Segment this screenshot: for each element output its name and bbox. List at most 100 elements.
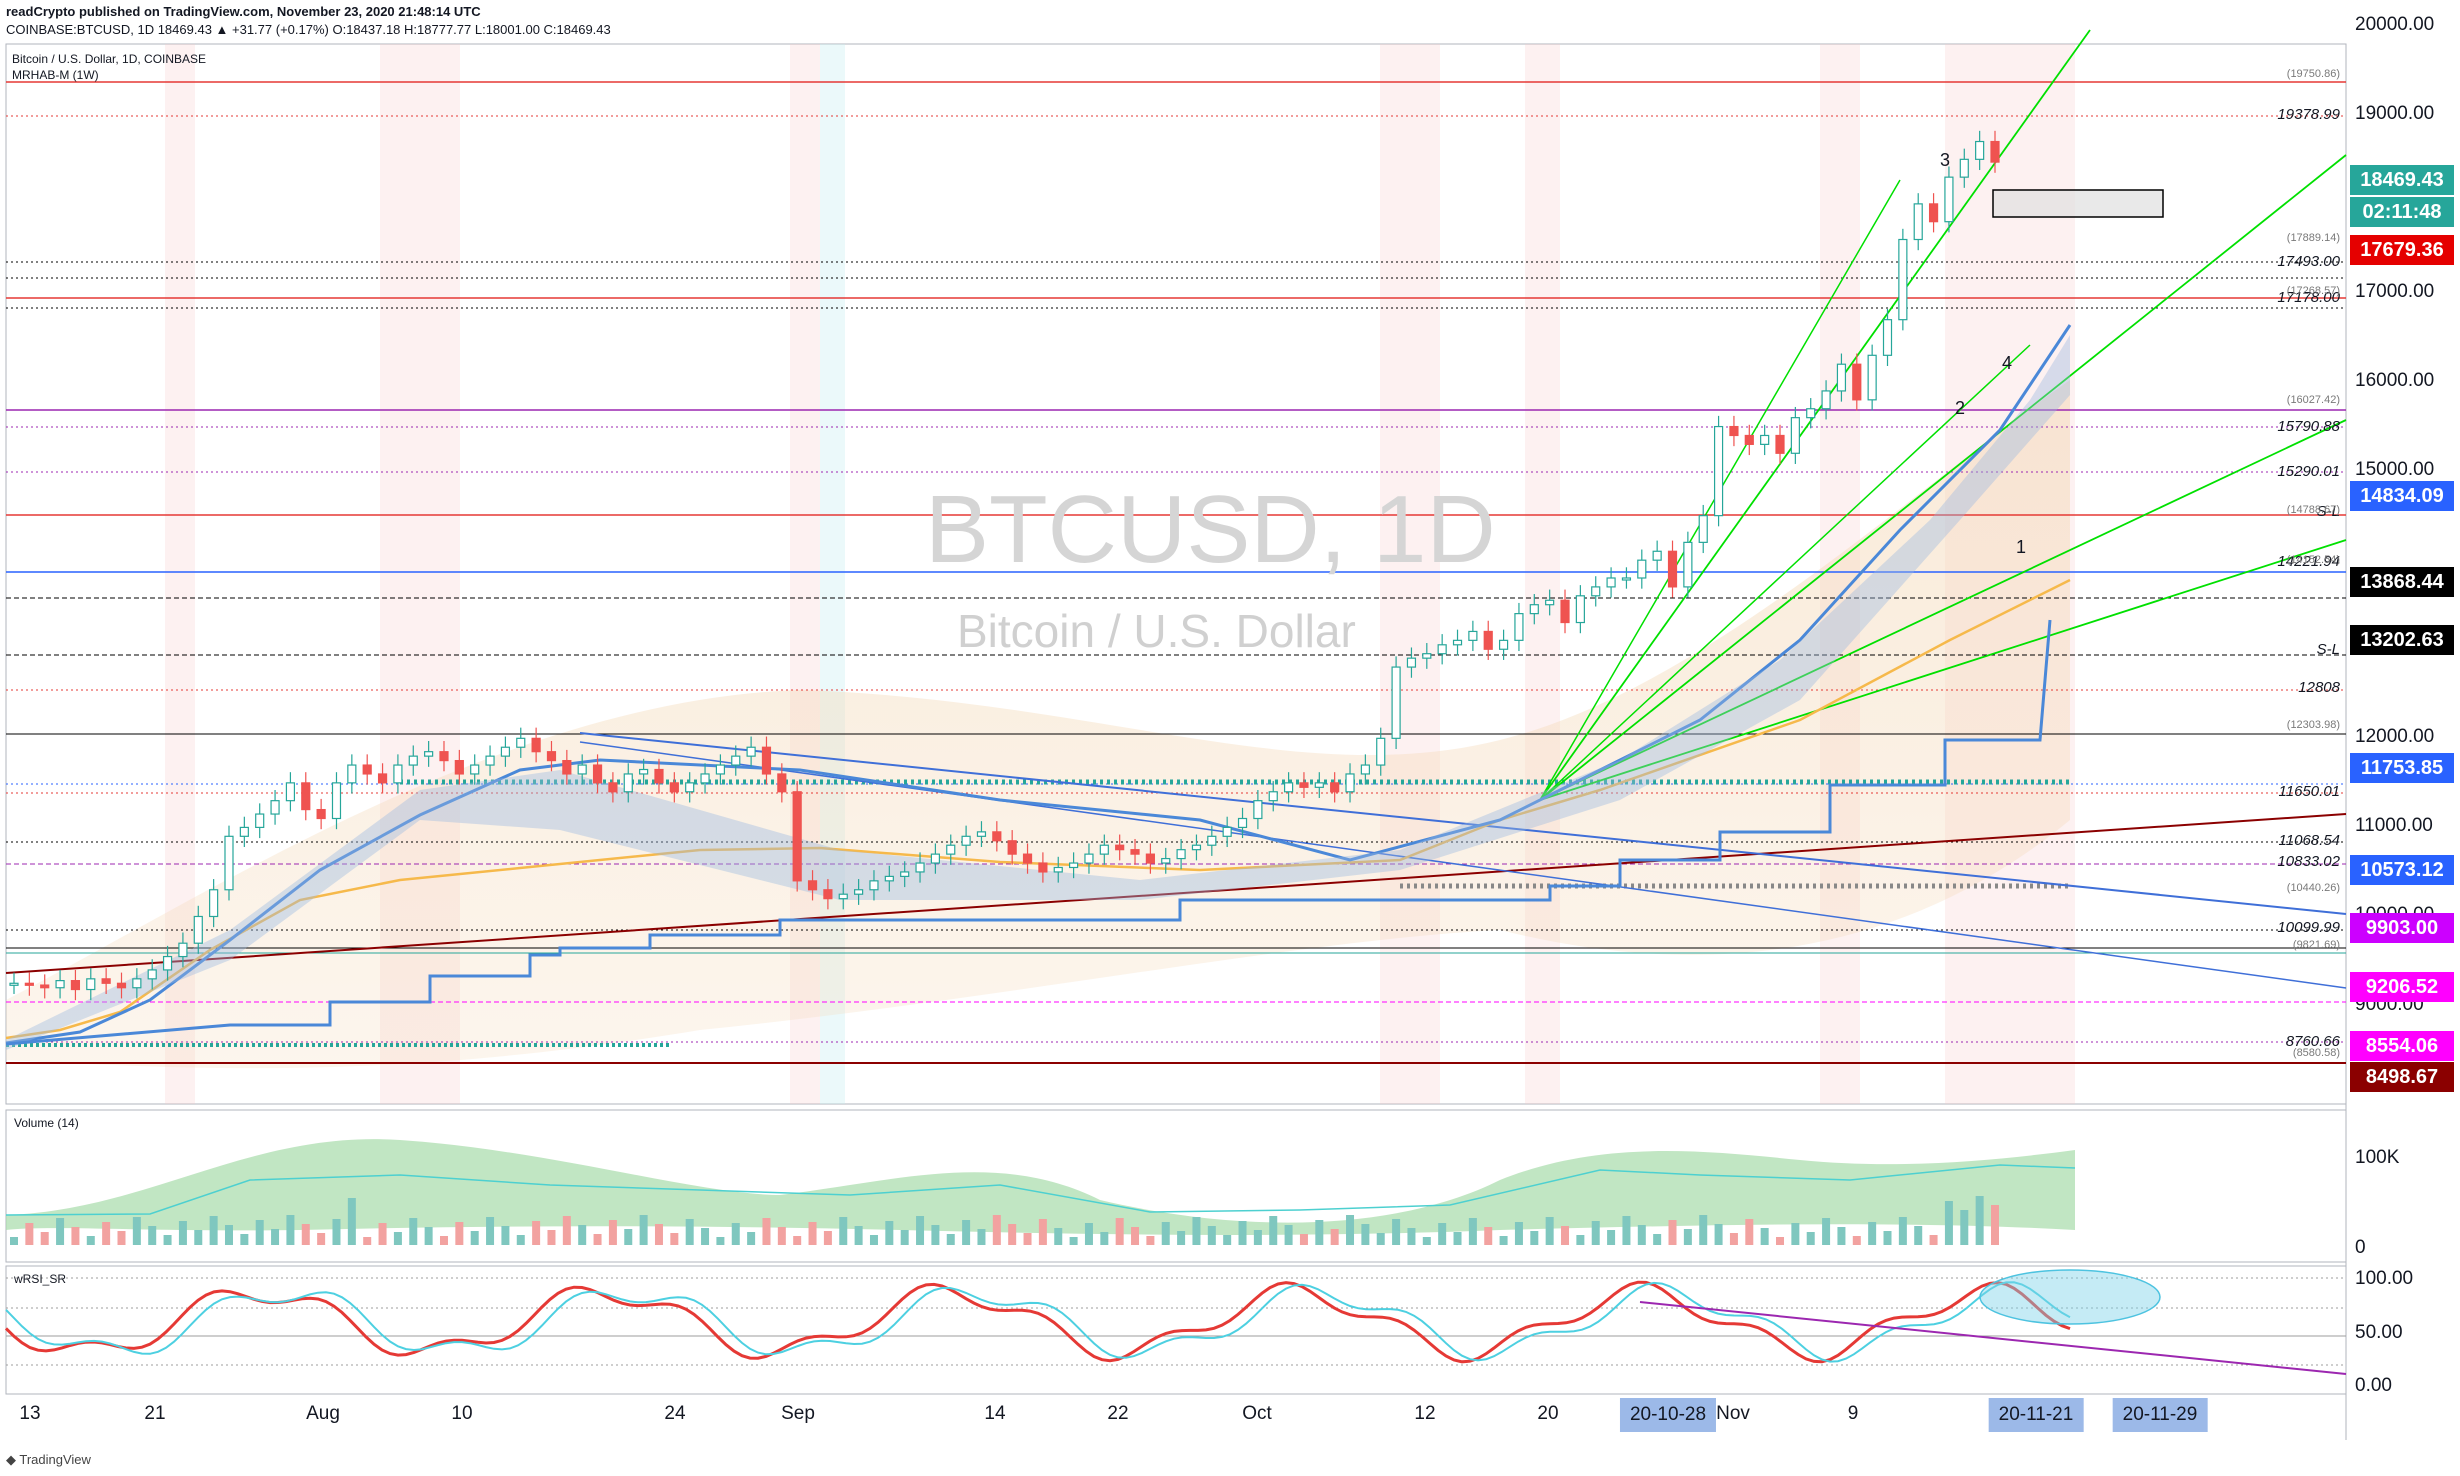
candle [1606,577,1616,588]
volume-bar [1315,1220,1324,1245]
volume-bar [1346,1215,1355,1245]
candle [1760,434,1770,445]
candle [408,755,418,766]
candle [884,875,894,882]
candle [1852,363,1862,401]
candle [101,978,111,984]
rsi-title: wRSI_SR [14,1272,67,1286]
volume-bar [301,1224,310,1245]
volume-bar [501,1226,510,1245]
rsi-trendline [1639,1301,2347,1375]
volume-bar [1960,1210,1969,1245]
candle [838,893,848,900]
candle [1268,791,1278,802]
tradingview-logo[interactable]: ◆ TradingView [6,1452,91,1468]
x-axis-label: Oct [1242,1403,1272,1424]
volume-bar [916,1216,925,1245]
volume-bar [1837,1227,1846,1245]
fan-line [1539,419,2347,801]
volume-bar [962,1220,971,1245]
x-axis-label: 13 [19,1403,41,1424]
volume-bar [1791,1223,1800,1245]
stop-line [5,619,2052,1046]
candle [393,764,403,784]
volume-bar [731,1223,740,1245]
candle [1713,425,1724,517]
candle [1345,773,1355,793]
x-axis-label: 12 [1414,1403,1436,1424]
volume-bar [1607,1230,1616,1245]
x-axis-label: 21 [144,1403,166,1424]
candle [1283,782,1294,793]
candle [639,768,649,775]
x-axis-label: 24 [664,1403,686,1424]
moving-average [5,324,2072,1045]
y-axis-label: 12000.00 [2355,726,2435,748]
candle [1975,140,1985,160]
fan-line [1539,344,2031,801]
y-axis-label: 19000.00 [2355,102,2435,124]
volume-bar [1484,1227,1493,1245]
level-label: 15290.01 [2277,463,2340,480]
volume-bar [163,1235,172,1245]
candle [485,755,495,766]
candle [178,942,188,958]
volume-bar [1438,1223,1447,1245]
level-label: 10833.02 [2277,853,2340,870]
candle [623,773,633,793]
volume-bar [1776,1237,1785,1245]
x-axis-label: Aug [306,1403,340,1424]
candle [1130,849,1140,855]
volume-bar [1929,1235,1938,1245]
candle [1053,866,1063,873]
candle [424,751,434,757]
volume-bar [71,1227,80,1245]
candle [1698,515,1708,543]
volume-bar [1653,1234,1662,1245]
volume-bar [701,1228,710,1245]
level-price-label: (8580.58) [2292,1047,2340,1059]
candle [1176,849,1186,860]
volume-bar [347,1198,356,1245]
volume-bar [1299,1234,1308,1245]
volume-bar [1545,1217,1554,1245]
candle [1422,653,1432,659]
candle [1099,844,1109,855]
x-axis-label: 10 [451,1403,473,1424]
price-badge: 8498.67 [2350,1062,2454,1092]
candle [961,835,971,846]
candle [1667,550,1678,588]
candle [1898,238,1908,321]
level-price-label: (16027.42) [2286,394,2340,406]
volume-bar [86,1236,95,1245]
candle [70,980,81,991]
price-badge: 17679.36 [2350,235,2454,265]
level-label: 19378.99 [2277,106,2340,123]
volume-bar [486,1217,495,1245]
volume-bar [793,1236,802,1245]
volume-bar [1514,1222,1523,1245]
level-label: S-L [2316,503,2340,520]
volume-bar [747,1232,756,1245]
candle [377,773,388,784]
volume-bar [532,1221,541,1245]
volume-bar [1069,1237,1078,1245]
volume-bar [1177,1231,1186,1245]
volume-bar [1084,1223,1093,1245]
candle [9,982,19,986]
candle [454,759,464,775]
volume-bar [1146,1236,1155,1245]
volume-bar [593,1234,602,1245]
candle [331,782,342,820]
candle [285,782,296,802]
price-badge: 11753.85 [2350,753,2454,783]
volume-bar [1207,1226,1216,1245]
volume-bar [1407,1228,1416,1245]
volume-bar [178,1221,187,1245]
level-price-label: (10440.26) [2286,882,2340,894]
volume-bar [194,1230,203,1245]
volume-bar [823,1231,832,1245]
candle [55,980,65,989]
volume-bar [1591,1221,1600,1245]
